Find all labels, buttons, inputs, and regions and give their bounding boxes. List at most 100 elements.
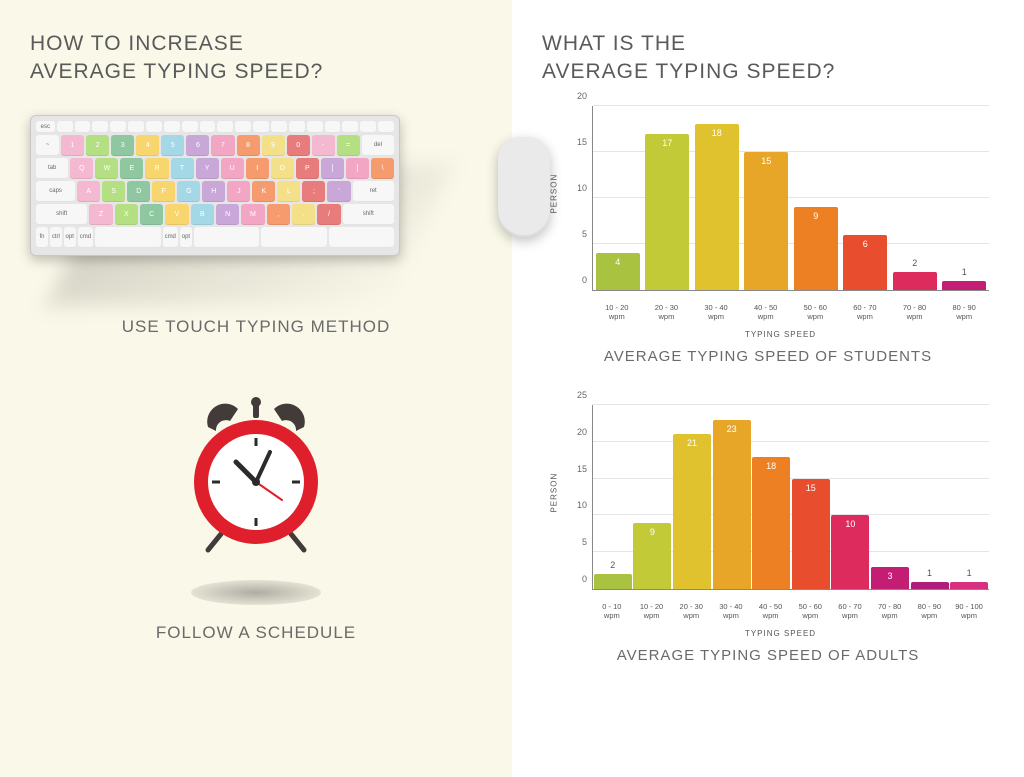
key: 0 (287, 135, 310, 156)
bar: 9 (633, 523, 671, 589)
key (95, 227, 160, 248)
key: ] (346, 158, 369, 179)
key: del (362, 135, 394, 156)
bar: 4 (596, 253, 640, 290)
bar-value-label: 2 (893, 258, 937, 268)
key: 2 (86, 135, 109, 156)
key (57, 121, 73, 133)
key (200, 121, 216, 133)
key: ctrl (50, 227, 62, 248)
clock-illustration: FOLLOW A SCHEDULE (30, 397, 482, 643)
key (329, 227, 394, 248)
key: / (317, 204, 340, 225)
x-tick: 10 - 20wpm (595, 303, 639, 321)
key: = (337, 135, 360, 156)
x-tick: 0 - 10wpm (593, 602, 631, 620)
bar: 2 (893, 272, 937, 290)
key: 3 (111, 135, 134, 156)
key: Z (89, 204, 112, 225)
x-axis-label: TYPING SPEED (572, 330, 989, 339)
chart-adults: PERSON 0510152025292123181510311 0 - 10w… (572, 405, 989, 635)
y-tick: 5 (582, 229, 593, 239)
key: 4 (136, 135, 159, 156)
bar: 21 (673, 434, 711, 589)
key: D (127, 181, 150, 202)
key: A (77, 181, 100, 202)
key: K (252, 181, 275, 202)
key: - (312, 135, 335, 156)
x-tick: 90 - 100wpm (950, 602, 988, 620)
bar: 15 (744, 152, 788, 290)
key: B (191, 204, 214, 225)
key (289, 121, 305, 133)
x-tick: 20 - 30wpm (644, 303, 688, 321)
clock-shadow (191, 580, 321, 605)
left-panel: HOW TO INCREASE AVERAGE TYPING SPEED? es… (0, 0, 512, 777)
key (325, 121, 341, 133)
y-tick: 0 (582, 574, 593, 584)
x-tick: 70 - 80wpm (871, 602, 909, 620)
x-labels: 10 - 20wpm20 - 30wpm30 - 40wpm40 - 50wpm… (592, 303, 989, 321)
tip-1-label: USE TOUCH TYPING METHOD (30, 317, 482, 337)
key: O (271, 158, 294, 179)
key: ; (302, 181, 325, 202)
x-tick: 30 - 40wpm (712, 602, 750, 620)
key: . (292, 204, 315, 225)
y-tick: 10 (577, 183, 593, 193)
key: [ (321, 158, 344, 179)
bars: 41718159621 (593, 106, 989, 290)
key (235, 121, 251, 133)
key: cmd (163, 227, 178, 248)
chart-adults-block: PERSON 0510152025292123181510311 0 - 10w… (542, 405, 994, 664)
heading-line-1: WHAT IS THE (542, 30, 994, 58)
key (194, 227, 259, 248)
bar: 3 (871, 567, 909, 589)
chart-area: 0510152041718159621 (592, 106, 989, 291)
key (92, 121, 108, 133)
x-tick: 80 - 90wpm (910, 602, 948, 620)
left-heading: HOW TO INCREASE AVERAGE TYPING SPEED? (30, 30, 482, 87)
key: \ (371, 158, 394, 179)
bar-value-label: 15 (744, 156, 788, 166)
heading-line-2: AVERAGE TYPING SPEED? (30, 58, 482, 86)
key (164, 121, 180, 133)
bar: 23 (713, 420, 751, 589)
key: F (152, 181, 175, 202)
bar-value-label: 1 (950, 568, 988, 578)
chart-caption: AVERAGE TYPING SPEED OF STUDENTS (542, 348, 994, 365)
y-axis-label: PERSON (550, 473, 559, 513)
x-tick: 60 - 70wpm (831, 602, 869, 620)
right-heading: WHAT IS THE AVERAGE TYPING SPEED? (542, 30, 994, 88)
bar: 6 (843, 235, 887, 290)
key: T (171, 158, 194, 179)
key: cmd (78, 227, 93, 248)
y-tick: 25 (577, 390, 593, 400)
y-axis-label: PERSON (550, 174, 559, 214)
x-tick: 10 - 20wpm (633, 602, 671, 620)
key: S (102, 181, 125, 202)
bar-value-label: 1 (911, 568, 949, 578)
y-tick: 15 (577, 137, 593, 147)
key: 7 (211, 135, 234, 156)
key (342, 121, 358, 133)
key: ~ (36, 135, 59, 156)
key: tab (36, 158, 68, 179)
key (128, 121, 144, 133)
bar-value-label: 2 (594, 560, 632, 570)
bar-value-label: 17 (645, 138, 689, 148)
x-tick: 40 - 50wpm (752, 602, 790, 620)
bar: 18 (752, 457, 790, 589)
x-labels: 0 - 10wpm10 - 20wpm20 - 30wpm30 - 40wpm4… (592, 602, 989, 620)
bars: 292123181510311 (593, 405, 989, 589)
key (360, 121, 376, 133)
keyboard-row: capsASDFGHJKL;'ret (36, 181, 394, 202)
key: esc (36, 121, 55, 133)
x-tick: 30 - 40wpm (694, 303, 738, 321)
bar: 1 (911, 582, 949, 589)
x-tick: 70 - 80wpm (893, 303, 937, 321)
bar-value-label: 1 (942, 267, 986, 277)
key: shift (343, 204, 394, 225)
keyboard-row: esc (36, 121, 394, 133)
key (261, 227, 326, 248)
key: Y (196, 158, 219, 179)
